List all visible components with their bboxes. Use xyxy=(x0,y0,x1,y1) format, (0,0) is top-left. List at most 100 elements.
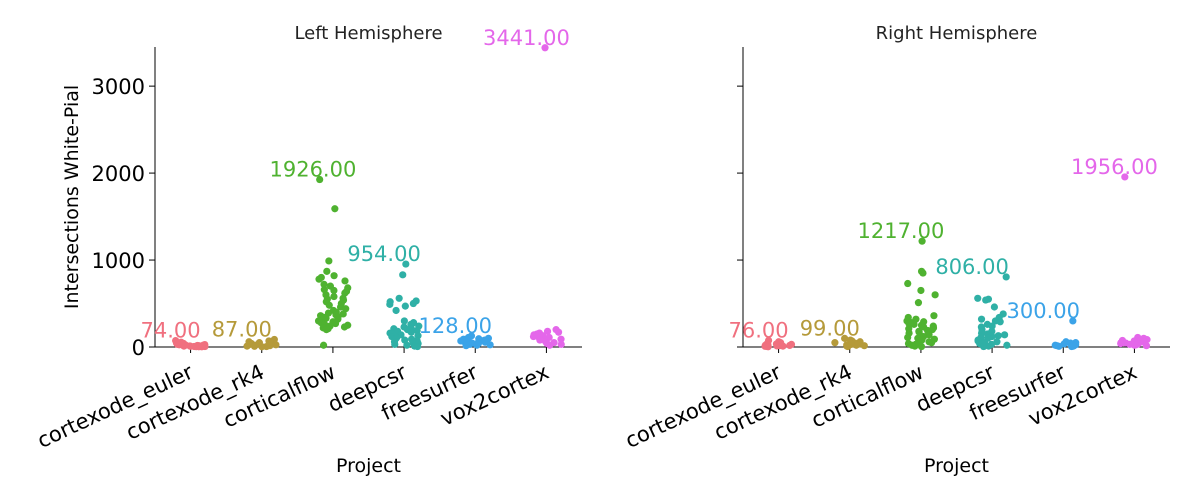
x-axis-label: Project xyxy=(924,455,989,477)
max-value-label: 87.00 xyxy=(212,317,272,341)
data-point xyxy=(841,334,849,342)
data-point xyxy=(330,292,338,301)
data-point xyxy=(918,237,926,245)
data-point xyxy=(395,294,403,302)
data-point xyxy=(925,331,933,339)
data-point xyxy=(914,299,923,307)
data-point xyxy=(331,319,340,328)
panel-title: Left Hemisphere xyxy=(294,23,442,44)
data-point xyxy=(996,318,1004,326)
max-value-label: 1956.00 xyxy=(1071,155,1158,179)
max-value-label: 954.00 xyxy=(347,242,420,266)
data-point xyxy=(250,342,259,350)
data-point xyxy=(315,275,323,283)
max-value-label: 99.00 xyxy=(800,316,860,340)
data-point xyxy=(930,312,938,320)
data-point xyxy=(982,296,990,304)
data-point xyxy=(392,306,400,315)
data-point xyxy=(927,339,936,347)
data-point xyxy=(541,44,549,52)
data-point xyxy=(322,314,330,322)
y-tick-label: 3000 xyxy=(92,75,145,99)
data-point xyxy=(323,267,331,275)
data-point xyxy=(1142,342,1151,350)
data-point xyxy=(320,280,328,288)
data-point xyxy=(198,343,206,351)
data-point xyxy=(546,341,554,349)
y-tick-label: 0 xyxy=(132,336,145,360)
data-point xyxy=(1121,173,1129,181)
data-point xyxy=(1000,331,1009,339)
y-tick-label: 2000 xyxy=(92,162,145,186)
data-point xyxy=(322,326,331,334)
data-point xyxy=(331,205,339,213)
data-point xyxy=(1055,342,1063,350)
data-point xyxy=(844,342,852,351)
data-point xyxy=(536,336,544,344)
panel-title: Right Hemisphere xyxy=(876,23,1038,44)
data-point xyxy=(764,343,772,351)
data-point xyxy=(319,341,328,349)
data-point xyxy=(409,299,417,308)
data-point xyxy=(860,342,868,350)
data-point xyxy=(1069,317,1077,325)
data-point xyxy=(974,294,982,302)
data-point xyxy=(401,302,409,310)
data-point xyxy=(786,341,794,350)
data-point xyxy=(988,322,996,330)
data-point xyxy=(243,342,251,350)
data-point xyxy=(272,341,280,349)
max-value-label: 76.00 xyxy=(729,318,789,342)
data-point xyxy=(325,257,333,265)
data-point xyxy=(557,335,565,343)
data-point xyxy=(316,175,324,184)
data-point xyxy=(391,340,399,348)
data-point xyxy=(773,342,781,350)
max-value-label: 300.00 xyxy=(1007,299,1080,323)
y-tick-label: 1000 xyxy=(92,249,145,273)
data-point xyxy=(557,340,565,348)
x-axis-label: Project xyxy=(336,455,401,477)
data-point xyxy=(917,342,926,351)
data-point xyxy=(1130,341,1139,349)
max-value-label: 1926.00 xyxy=(269,158,356,182)
max-value-label: 3441.00 xyxy=(483,26,570,50)
data-point xyxy=(340,323,349,331)
data-point xyxy=(330,286,338,295)
data-point xyxy=(852,341,860,349)
data-point xyxy=(258,343,266,351)
data-point xyxy=(407,328,415,336)
data-point xyxy=(904,333,912,342)
data-point xyxy=(473,341,481,349)
data-point xyxy=(554,328,563,336)
data-point xyxy=(990,303,998,311)
max-value-label: 74.00 xyxy=(141,319,201,343)
data-point xyxy=(400,317,408,325)
data-point xyxy=(1002,273,1010,281)
panel-left: Left Hemisphere 0 1000 2000 3000 Intersection… xyxy=(34,23,582,477)
data-point xyxy=(904,279,912,288)
data-point xyxy=(462,342,470,350)
data-point xyxy=(403,341,411,349)
data-point xyxy=(977,315,986,323)
data-point xyxy=(911,342,919,350)
data-point xyxy=(831,339,839,347)
data-point xyxy=(529,332,538,341)
y-axis-label: Intersections White-Pial xyxy=(61,85,83,309)
data-point xyxy=(413,342,422,351)
data-point xyxy=(486,341,494,349)
max-value-label: 128.00 xyxy=(419,314,492,338)
data-point xyxy=(1117,339,1125,348)
data-point xyxy=(330,272,338,280)
data-point xyxy=(341,277,349,285)
data-point xyxy=(399,271,407,279)
data-point xyxy=(994,332,1002,340)
data-point xyxy=(325,301,333,309)
data-point xyxy=(386,300,394,308)
panel-right: Right HemisphereProjectcortexode_eulerco… xyxy=(622,23,1170,477)
data-point xyxy=(980,342,988,351)
data-point xyxy=(993,338,1001,346)
data-point xyxy=(543,327,552,335)
